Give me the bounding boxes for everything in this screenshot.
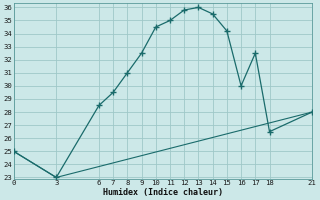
X-axis label: Humidex (Indice chaleur): Humidex (Indice chaleur) (103, 188, 223, 197)
